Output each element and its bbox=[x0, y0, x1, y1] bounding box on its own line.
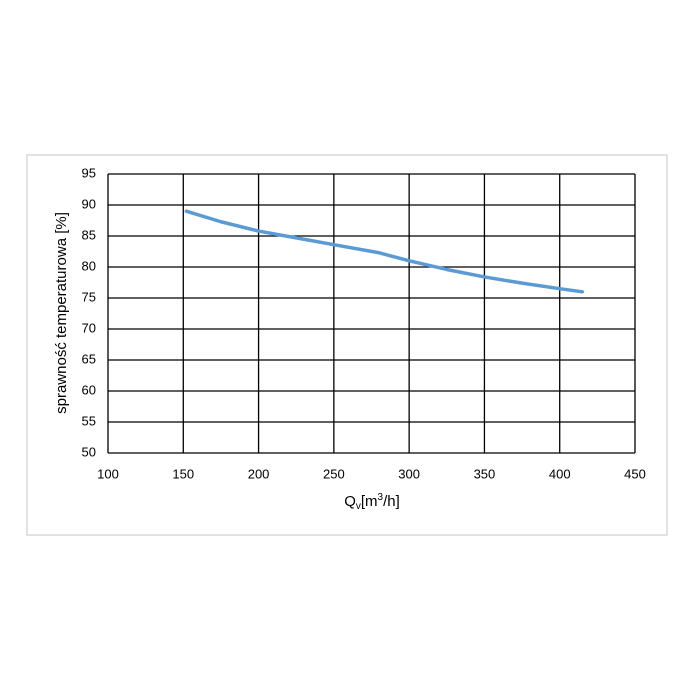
x-tick-label: 450 bbox=[624, 466, 646, 481]
x-title-part: [m bbox=[361, 493, 378, 510]
y-tick-label: 60 bbox=[82, 382, 96, 397]
y-tick-label: 85 bbox=[82, 227, 96, 242]
y-tick-label: 50 bbox=[82, 444, 96, 459]
x-tick-label: 250 bbox=[323, 466, 345, 481]
y-tick-label: 95 bbox=[82, 165, 96, 180]
y-tick-label: 70 bbox=[82, 320, 96, 335]
y-tick-label: 90 bbox=[82, 196, 96, 211]
x-title-part: 3 bbox=[378, 492, 384, 503]
y-tick-label: 80 bbox=[82, 258, 96, 273]
chart-frame bbox=[26, 154, 668, 536]
x-tick-label: 200 bbox=[248, 466, 270, 481]
x-tick-label: 300 bbox=[398, 466, 420, 481]
x-title-part: v bbox=[356, 501, 361, 512]
x-tick-label: 100 bbox=[97, 466, 119, 481]
x-axis-title: Qv[m3/h] bbox=[344, 492, 400, 512]
y-tick-label: 75 bbox=[82, 289, 96, 304]
x-tick-label: 150 bbox=[172, 466, 194, 481]
y-tick-label: 55 bbox=[82, 413, 96, 428]
y-axis-title: sprawność temperaturowa [%] bbox=[53, 212, 70, 414]
x-tick-label: 400 bbox=[549, 466, 571, 481]
x-tick-label: 350 bbox=[474, 466, 496, 481]
y-tick-label: 65 bbox=[82, 351, 96, 366]
x-title-part: /h] bbox=[383, 493, 400, 510]
x-title-part: Q bbox=[344, 493, 356, 510]
data-line bbox=[184, 209, 585, 294]
